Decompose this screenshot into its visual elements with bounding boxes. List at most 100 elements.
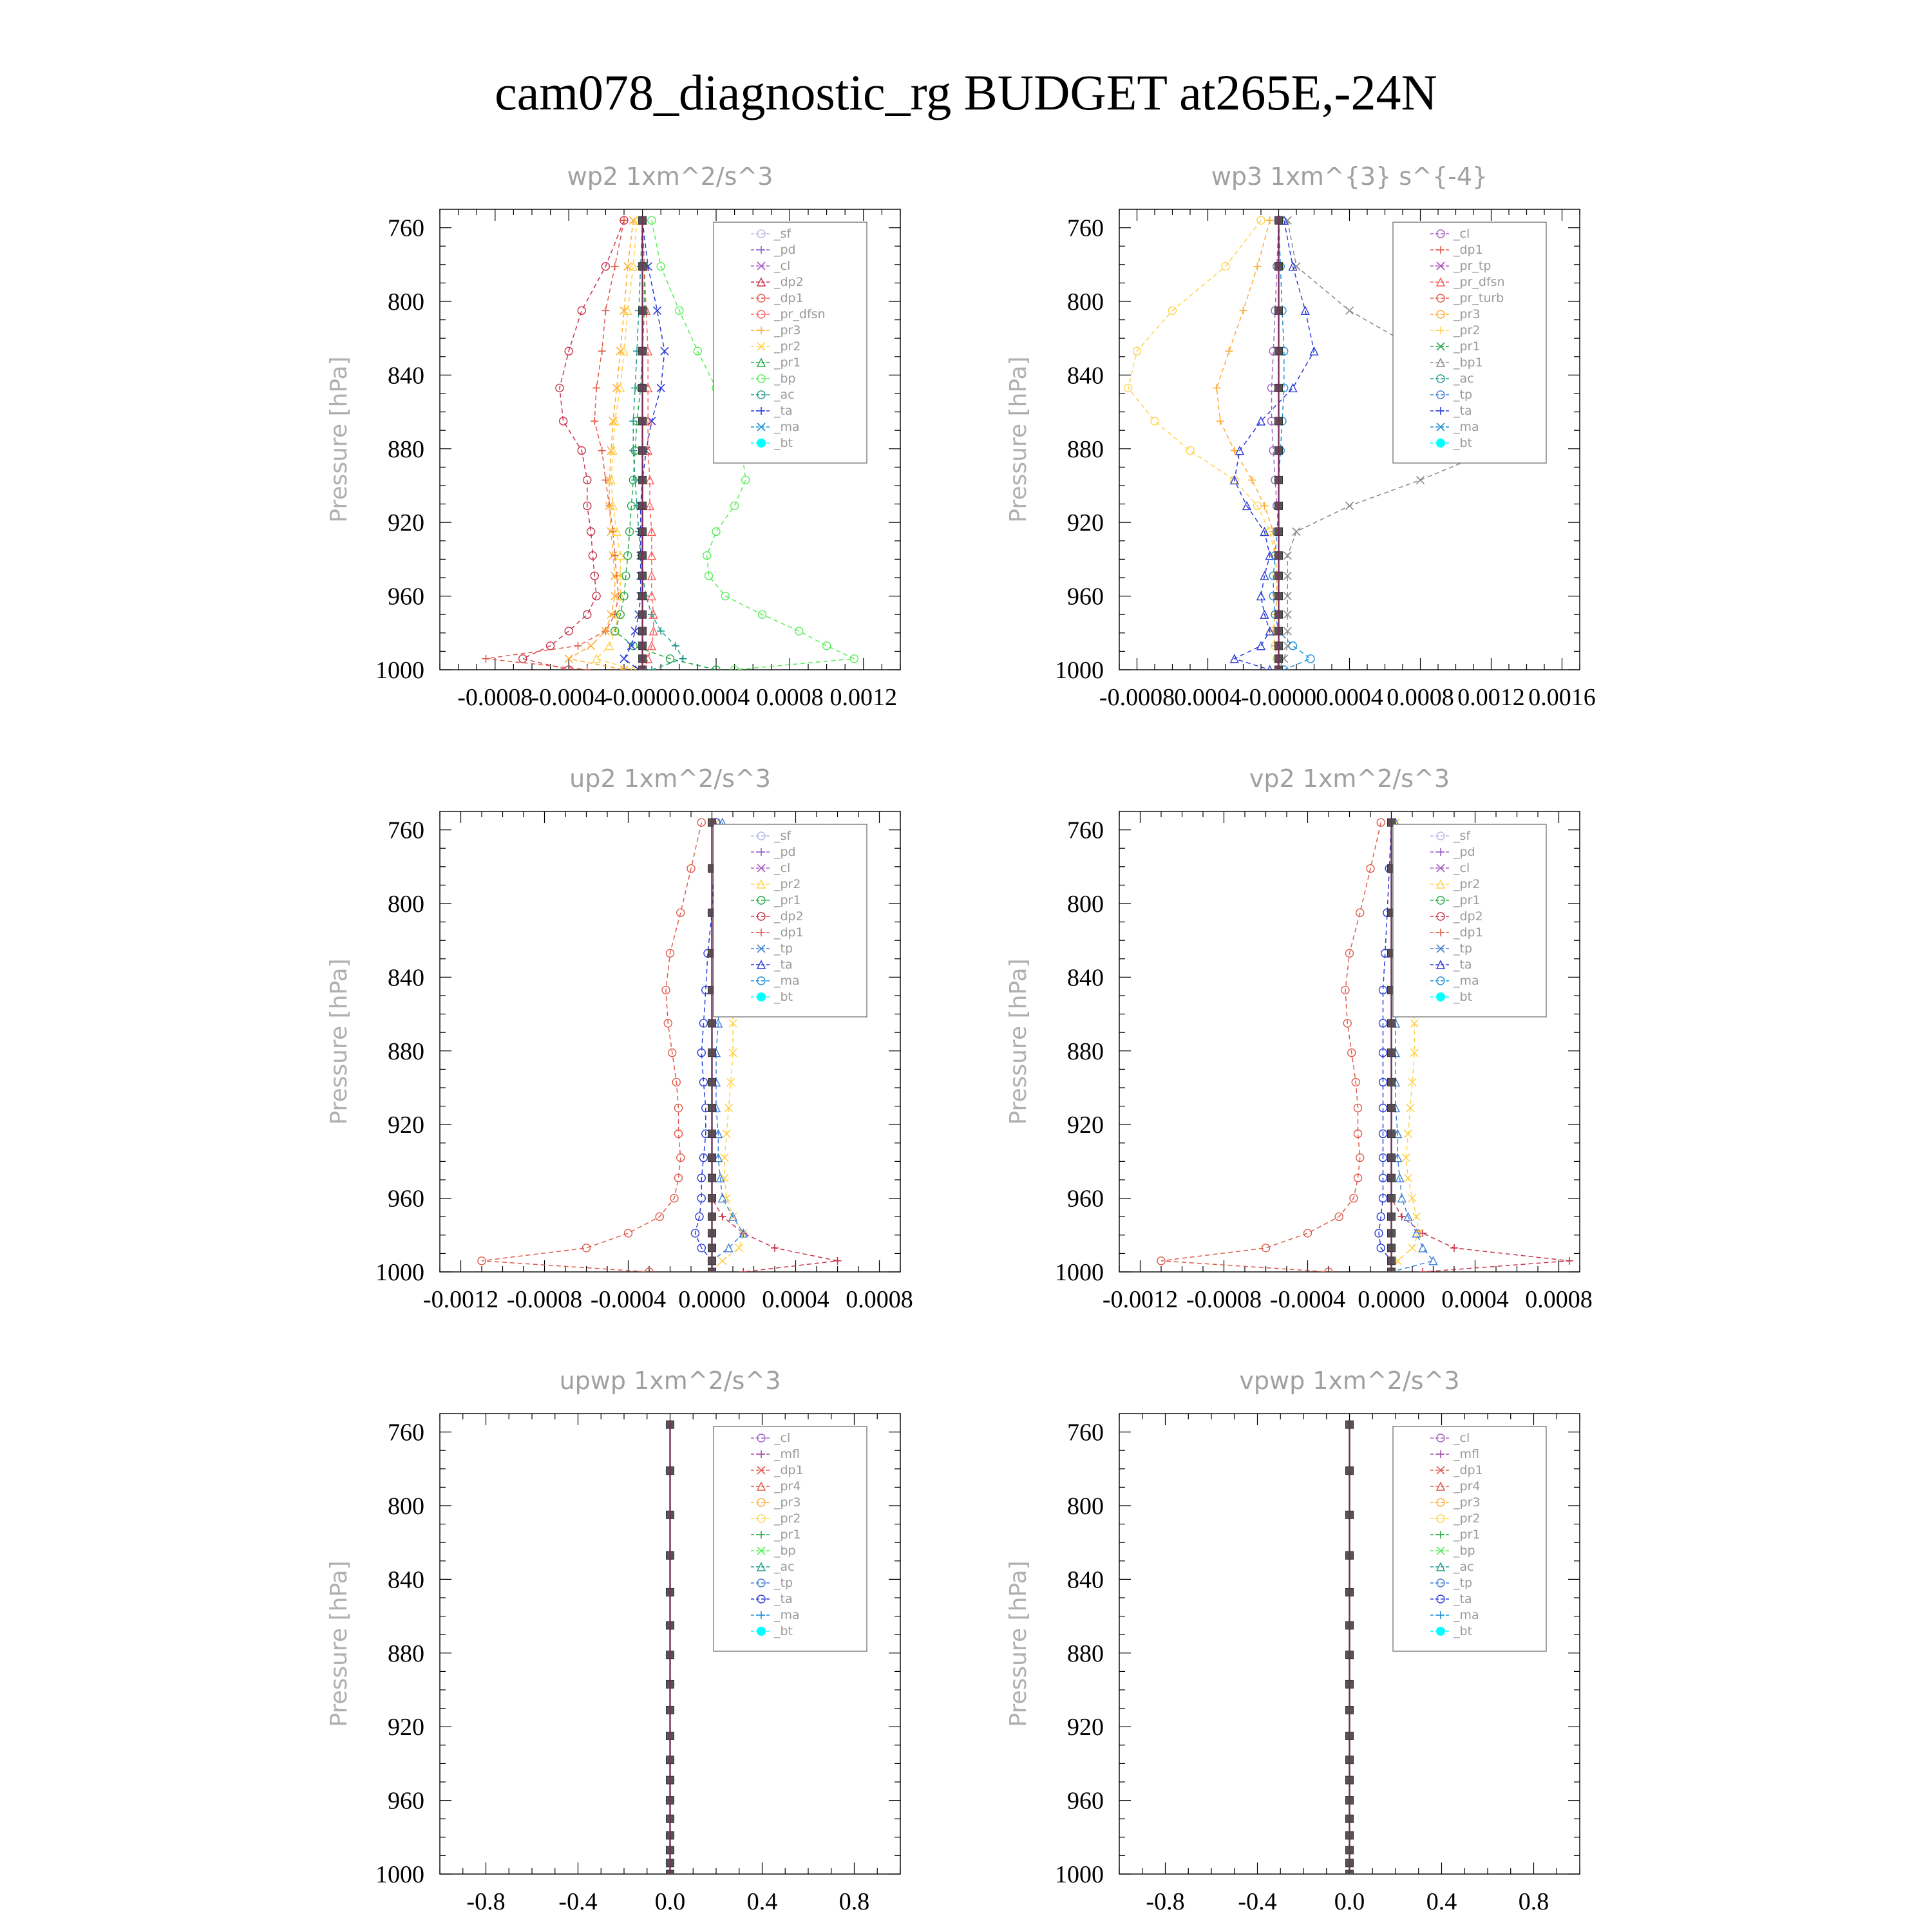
y-tick-label: 920 bbox=[1067, 1714, 1104, 1741]
series-point-pr2 bbox=[1412, 1212, 1421, 1221]
series-point-ma bbox=[1280, 665, 1289, 670]
legend-label: _pr3 bbox=[1453, 1495, 1480, 1510]
legend-marker bbox=[757, 246, 765, 254]
panels: wp2 1xm^2/s^3 Pressure [hPa] 760 800 840 880 9… bbox=[326, 162, 1596, 1915]
y-tick-label: 840 bbox=[1067, 964, 1104, 991]
x-tick-label: 0.0000 bbox=[678, 1286, 746, 1313]
y-tick-label: 840 bbox=[388, 1566, 424, 1593]
series-line-pr3 bbox=[1216, 220, 1280, 670]
series-point-dp2 bbox=[718, 1213, 726, 1221]
series-point-bp bbox=[794, 627, 804, 636]
legend-label: _bp bbox=[1453, 1544, 1475, 1558]
series-point-tp bbox=[717, 1193, 727, 1203]
legend-marker bbox=[1436, 1627, 1445, 1636]
legend-label: _sf bbox=[773, 227, 791, 241]
series-point-tp bbox=[728, 1211, 738, 1221]
series-point-ta bbox=[1256, 591, 1266, 601]
series-point-ta bbox=[630, 627, 639, 636]
legend-marker bbox=[757, 1578, 766, 1587]
series-point-pr2 bbox=[616, 591, 625, 601]
legend-marker bbox=[1436, 1578, 1445, 1587]
series-point-dp2 bbox=[577, 306, 586, 315]
series-point-dp2 bbox=[1419, 1229, 1427, 1237]
series-point-pr2 bbox=[1410, 1048, 1419, 1057]
series-point-pr2 bbox=[1221, 261, 1230, 271]
series-point-pr2 bbox=[604, 641, 614, 650]
series-point-dp1 bbox=[482, 654, 490, 663]
series-point-pr1 bbox=[623, 551, 632, 560]
series-point-dp2 bbox=[833, 1256, 842, 1265]
x-tick-label: 0.0008 bbox=[846, 1286, 913, 1313]
series-point-dp1 bbox=[668, 1048, 677, 1057]
series-line-ta bbox=[1378, 822, 1392, 1272]
series-point-ta bbox=[697, 1193, 706, 1203]
panel-2: wp3 1xm^{3} s^{-4} Pressure [hPa] 760 800 84… bbox=[1005, 162, 1596, 711]
series-point-ta bbox=[1235, 446, 1245, 455]
legend-label: _bp1 bbox=[1453, 355, 1483, 370]
series-point-dp1 bbox=[1353, 1173, 1363, 1182]
series-point-dp1 bbox=[655, 1212, 664, 1221]
legend-marker bbox=[1436, 374, 1445, 383]
series-point-pr1 bbox=[611, 627, 620, 636]
series-point-pr3 bbox=[1213, 384, 1221, 392]
series-point-pr1 bbox=[616, 610, 625, 619]
series-point-ta bbox=[1229, 654, 1239, 663]
legend-marker bbox=[757, 1531, 765, 1539]
legend-marker bbox=[1435, 879, 1446, 889]
legend-label: _cl bbox=[773, 259, 790, 273]
series-point-dp2 bbox=[583, 475, 592, 485]
legend-label: _ma bbox=[773, 974, 800, 988]
series-point-pr2 bbox=[1256, 216, 1265, 225]
series-point-bp bbox=[702, 551, 712, 560]
legend: _cl _dp1 _pr_tp _pr_dfsn _pr_turb _pr3 _pr2 _pr… bbox=[1392, 222, 1547, 464]
y-tick-label: 1000 bbox=[375, 1259, 424, 1286]
x-tick-label: 0.0008 bbox=[1525, 1286, 1593, 1313]
x-tick-label: 0.0008 bbox=[1387, 684, 1454, 711]
series-point-dp1 bbox=[601, 476, 610, 484]
x-tick-label: -0.8 bbox=[466, 1888, 505, 1915]
y-tick-label: 800 bbox=[1067, 891, 1104, 918]
series-point-dp1 bbox=[1343, 1019, 1352, 1028]
series-point-dp2 bbox=[564, 346, 573, 355]
series-point-dp2 bbox=[545, 641, 555, 650]
legend-box bbox=[1392, 824, 1547, 1018]
panel-title: wp2 1xm^2/s^3 bbox=[567, 162, 773, 191]
legend-label: _mfl bbox=[773, 1447, 800, 1461]
legend-marker bbox=[1436, 896, 1445, 905]
y-tick-label: 960 bbox=[388, 583, 424, 611]
legend-label: _pr3 bbox=[1453, 307, 1480, 321]
y-tick-label: 920 bbox=[1067, 509, 1104, 536]
legend-label: _sf bbox=[1453, 829, 1471, 843]
series-point-pr2 bbox=[619, 346, 629, 355]
legend-marker bbox=[1435, 277, 1446, 287]
x-tick-label: 0.0 bbox=[655, 1888, 686, 1915]
x-tick-label: -0.0008 bbox=[1186, 1286, 1262, 1313]
legend-label: _ma bbox=[773, 420, 800, 434]
series-point-pr2 bbox=[591, 654, 601, 663]
series-point-bp1 bbox=[1345, 306, 1354, 315]
series-point-dp1 bbox=[1356, 1153, 1365, 1162]
series-point-ta bbox=[1378, 1193, 1388, 1203]
series-point-tp bbox=[1393, 1128, 1403, 1139]
series-point-pr2 bbox=[1132, 346, 1142, 355]
legend-label: _cl bbox=[1453, 227, 1470, 241]
series-point-bp1 bbox=[1292, 527, 1301, 536]
series-point-bp bbox=[656, 261, 665, 271]
legend-label: _dp1 bbox=[773, 291, 804, 305]
series-point-dp1 bbox=[697, 818, 706, 827]
legend-label: _ac bbox=[773, 1560, 795, 1574]
series-point-dp1 bbox=[598, 446, 606, 455]
series-point-dp2 bbox=[583, 610, 592, 619]
series-point-dp2 bbox=[771, 1244, 779, 1252]
series-point-pr2 bbox=[1403, 1173, 1413, 1182]
series-point-dp1 bbox=[1341, 985, 1350, 995]
series-point-dp1 bbox=[611, 551, 619, 560]
x-tick-label: -0.4 bbox=[558, 1888, 597, 1915]
series-point-dp1 bbox=[1353, 1129, 1363, 1139]
x-tick-label: -0.0000 bbox=[605, 684, 680, 711]
series-point-ta bbox=[1260, 571, 1269, 580]
x-tick-label: -0.0004 bbox=[1270, 1286, 1345, 1313]
series-point-bp bbox=[721, 591, 730, 601]
legend-label: _dp2 bbox=[1453, 909, 1483, 923]
series-point-pr3 bbox=[1248, 476, 1256, 484]
